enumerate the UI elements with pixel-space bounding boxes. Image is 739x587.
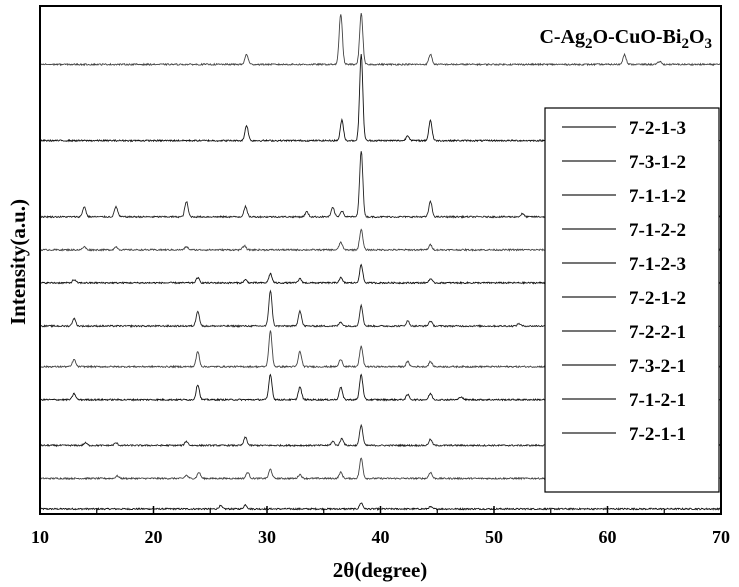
legend-label: 7-1-2-2 bbox=[629, 220, 686, 241]
legend-label: 7-2-1-1 bbox=[629, 424, 686, 445]
legend-label: 7-2-1-3 bbox=[629, 118, 686, 139]
sample-annotation: C-Ag2O-CuO-Bi2O3 bbox=[539, 26, 712, 52]
x-tick-label: 20 bbox=[145, 527, 163, 547]
legend-label: 7-1-2-1 bbox=[629, 390, 686, 411]
legend-label: 7-3-1-2 bbox=[629, 152, 686, 173]
x-tick-label: 50 bbox=[485, 527, 503, 547]
legend-label: 7-2-2-1 bbox=[629, 322, 686, 343]
x-tick-label: 30 bbox=[258, 527, 276, 547]
legend-label: 7-1-1-2 bbox=[629, 186, 686, 207]
x-tick-label: 60 bbox=[599, 527, 617, 547]
legend-label: 7-2-1-2 bbox=[629, 288, 686, 309]
x-tick-label: 10 bbox=[31, 527, 49, 547]
x-tick-label: 70 bbox=[712, 527, 730, 547]
x-tick-label: 40 bbox=[372, 527, 390, 547]
legend-label: 7-1-2-3 bbox=[629, 254, 686, 275]
x-axis-title: 2θ(degree) bbox=[333, 558, 428, 582]
legend-label: 7-3-2-1 bbox=[629, 356, 686, 377]
y-axis-title: Intensity(a.u.) bbox=[6, 199, 30, 325]
x-axis-tick-labels: 10 20 30 40 50 60 70 bbox=[31, 527, 730, 547]
